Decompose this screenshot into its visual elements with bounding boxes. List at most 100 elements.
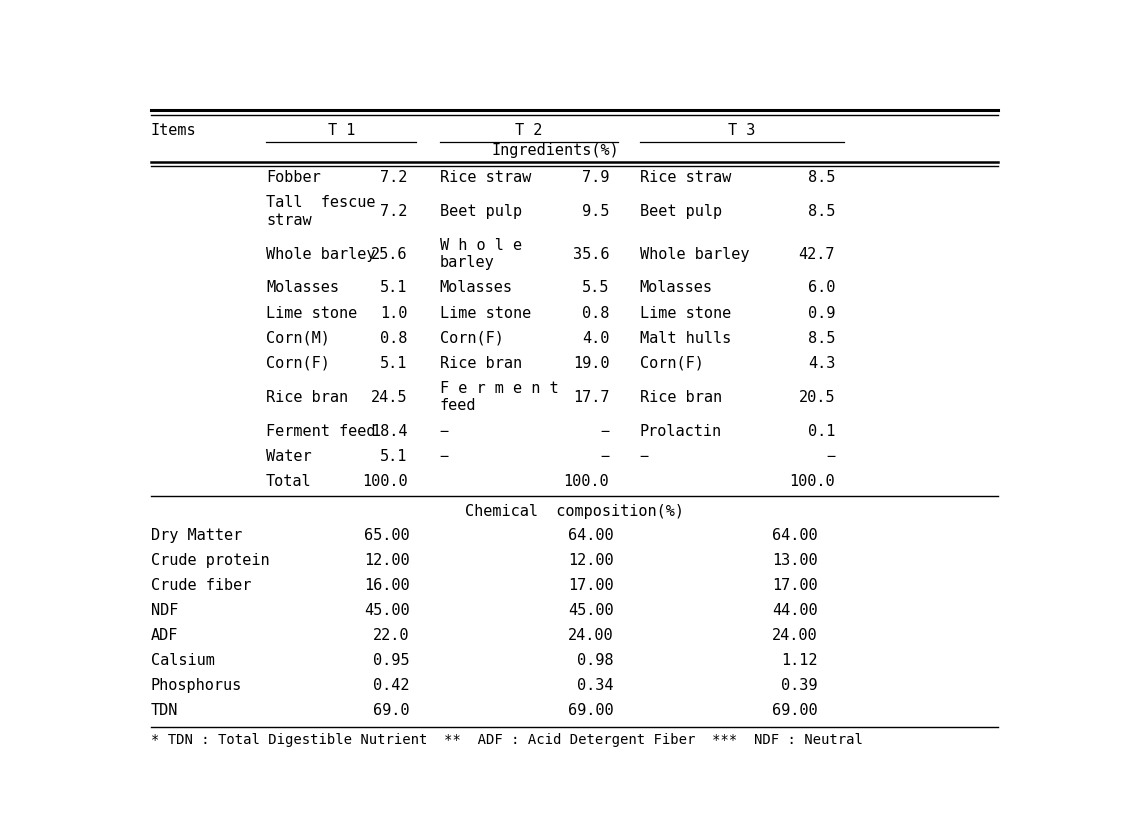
Text: 0.8: 0.8 [380,331,408,346]
Text: Beet pulp: Beet pulp [640,204,722,219]
Text: 4.0: 4.0 [582,331,610,346]
Text: 20.5: 20.5 [798,390,835,404]
Text: 1.12: 1.12 [781,653,818,668]
Text: Crude fiber: Crude fiber [150,578,251,593]
Text: 100.0: 100.0 [789,474,835,489]
Text: 8.5: 8.5 [808,331,835,346]
Text: Rice straw: Rice straw [439,170,531,185]
Text: 64.00: 64.00 [568,527,613,543]
Text: Molasses: Molasses [640,280,713,296]
Text: TDN: TDN [150,703,178,718]
Text: 4.3: 4.3 [808,356,835,371]
Text: Total: Total [266,474,312,489]
Text: Items: Items [150,123,196,138]
Text: 12.00: 12.00 [364,553,409,568]
Text: 5.5: 5.5 [582,280,610,296]
Text: −: − [826,448,835,464]
Text: * TDN : Total Digestible Nutrient  **  ADF : Acid Detergent Fiber  ***  NDF : Ne: * TDN : Total Digestible Nutrient ** ADF… [150,734,862,747]
Text: 65.00: 65.00 [364,527,409,543]
Text: W h o l e
barley: W h o l e barley [439,238,522,271]
Text: −: − [640,448,649,464]
Text: Prolactin: Prolactin [640,424,722,438]
Text: Whole barley: Whole barley [640,247,749,262]
Text: Water: Water [266,448,312,464]
Text: Ingredients(%): Ingredients(%) [491,143,619,158]
Text: 19.0: 19.0 [573,356,610,371]
Text: 0.1: 0.1 [808,424,835,438]
Text: Dry Matter: Dry Matter [150,527,242,543]
Text: 0.8: 0.8 [582,306,610,320]
Text: −: − [439,424,450,438]
Text: Corn(M): Corn(M) [266,331,330,346]
Text: Malt hulls: Malt hulls [640,331,731,346]
Text: 0.95: 0.95 [373,653,409,668]
Text: 44.00: 44.00 [772,603,818,618]
Text: Rice bran: Rice bran [266,390,349,404]
Text: Ferment feed: Ferment feed [266,424,376,438]
Text: 69.00: 69.00 [568,703,613,718]
Text: 0.42: 0.42 [373,678,409,694]
Text: 17.00: 17.00 [568,578,613,593]
Text: 5.1: 5.1 [380,448,408,464]
Text: 8.5: 8.5 [808,204,835,219]
Text: 100.0: 100.0 [564,474,610,489]
Text: 25.6: 25.6 [371,247,408,262]
Text: T 1: T 1 [327,123,355,138]
Text: 12.00: 12.00 [568,553,613,568]
Text: 5.1: 5.1 [380,356,408,371]
Text: Chemical  composition(%): Chemical composition(%) [465,504,684,519]
Text: Fobber: Fobber [266,170,321,185]
Text: −: − [439,448,450,464]
Text: 35.6: 35.6 [573,247,610,262]
Text: 1.0: 1.0 [380,306,408,320]
Text: Whole barley: Whole barley [266,247,376,262]
Text: 24.00: 24.00 [772,628,818,643]
Text: 69.00: 69.00 [772,703,818,718]
Text: T 2: T 2 [516,123,543,138]
Text: 13.00: 13.00 [772,553,818,568]
Text: 0.39: 0.39 [781,678,818,694]
Text: 69.0: 69.0 [373,703,409,718]
Text: Tall  fescue
straw: Tall fescue straw [266,195,376,227]
Text: 5.1: 5.1 [380,280,408,296]
Text: Beet pulp: Beet pulp [439,204,522,219]
Text: Rice straw: Rice straw [640,170,731,185]
Text: 17.00: 17.00 [772,578,818,593]
Text: Calsium: Calsium [150,653,214,668]
Text: 8.5: 8.5 [808,170,835,185]
Text: 22.0: 22.0 [373,628,409,643]
Text: 42.7: 42.7 [798,247,835,262]
Text: Molasses: Molasses [439,280,512,296]
Text: 45.00: 45.00 [364,603,409,618]
Text: Crude protein: Crude protein [150,553,269,568]
Text: 45.00: 45.00 [568,603,613,618]
Text: T 3: T 3 [728,123,756,138]
Text: 0.98: 0.98 [577,653,613,668]
Text: ADF: ADF [150,628,178,643]
Text: 7.2: 7.2 [380,170,408,185]
Text: Rice bran: Rice bran [439,356,522,371]
Text: 18.4: 18.4 [371,424,408,438]
Text: 9.5: 9.5 [582,204,610,219]
Text: Lime stone: Lime stone [439,306,531,320]
Text: 100.0: 100.0 [362,474,408,489]
Text: NDF: NDF [150,603,178,618]
Text: 16.00: 16.00 [364,578,409,593]
Text: −: − [600,448,610,464]
Text: 0.9: 0.9 [808,306,835,320]
Text: Corn(F): Corn(F) [640,356,704,371]
Text: Corn(F): Corn(F) [266,356,330,371]
Text: 6.0: 6.0 [808,280,835,296]
Text: 24.5: 24.5 [371,390,408,404]
Text: −: − [600,424,610,438]
Text: Molasses: Molasses [266,280,339,296]
Text: 7.2: 7.2 [380,204,408,219]
Text: F e r m e n t
feed: F e r m e n t feed [439,381,558,413]
Text: 7.9: 7.9 [582,170,610,185]
Text: 24.00: 24.00 [568,628,613,643]
Text: Rice bran: Rice bran [640,390,722,404]
Text: 64.00: 64.00 [772,527,818,543]
Text: Phosphorus: Phosphorus [150,678,242,694]
Text: Corn(F): Corn(F) [439,331,503,346]
Text: 0.34: 0.34 [577,678,613,694]
